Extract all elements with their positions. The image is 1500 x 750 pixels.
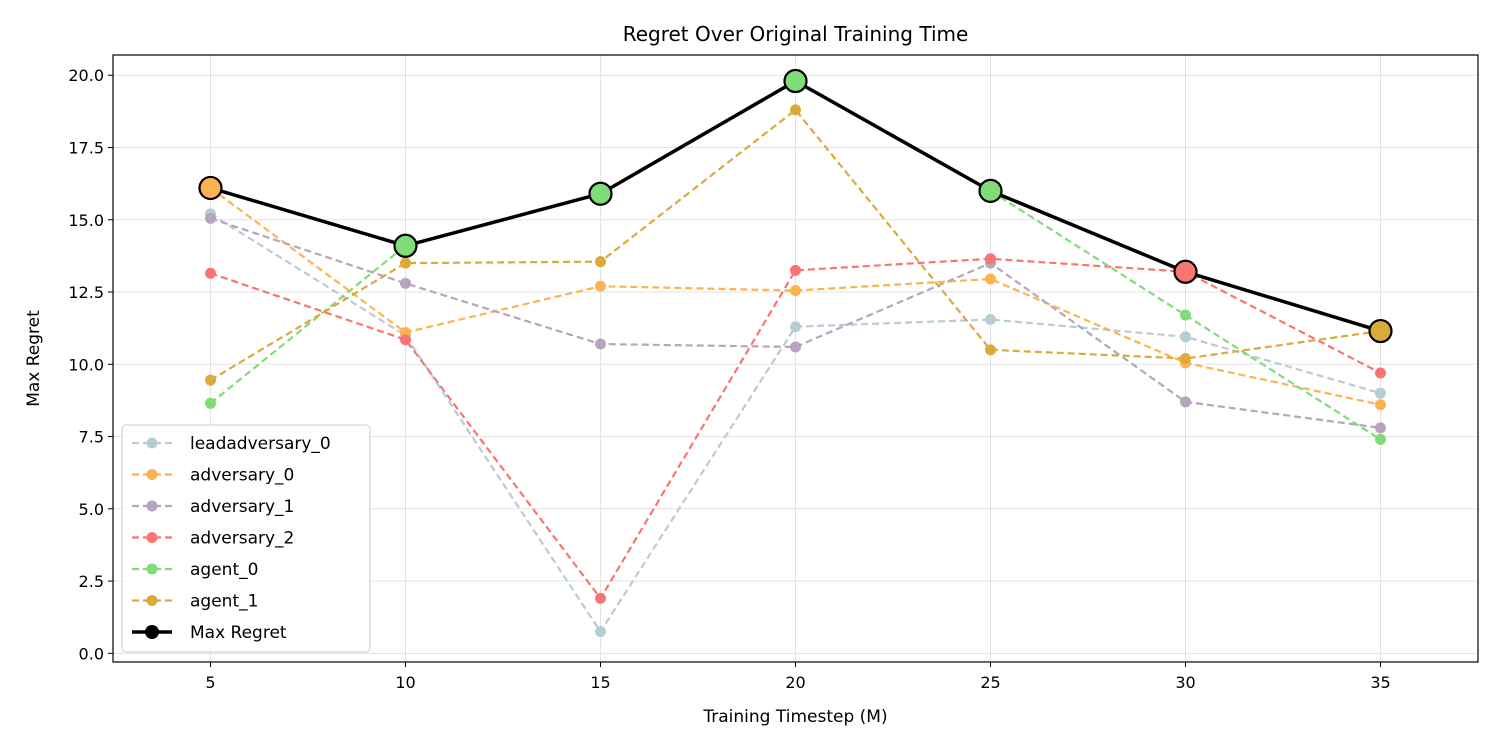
data-point xyxy=(1375,367,1386,379)
legend-marker xyxy=(146,469,158,480)
max-regret-point xyxy=(393,233,418,258)
y-tick-label: 0.0 xyxy=(79,644,104,663)
y-axis-title: Max Regret xyxy=(24,310,44,407)
ticks: 5 10 15 20 25 30 35 0.0 2.5 5.0 7.5 10.0 12.5 15.0 17.… xyxy=(68,66,1390,692)
series-adversary-1 xyxy=(205,212,1386,434)
data-point xyxy=(790,264,801,276)
data-point xyxy=(1375,422,1386,434)
legend: leadadversary_0 adversary_0 adversary_1adv… xyxy=(121,424,371,653)
x-axis-title: Training Timestep (M) xyxy=(702,707,887,727)
data-point xyxy=(595,256,606,268)
max-regret-point xyxy=(588,181,613,206)
data-point xyxy=(1375,387,1386,399)
legend-label: adversary_0 xyxy=(190,466,294,486)
legend-label: adversary_2 xyxy=(190,529,294,549)
data-point xyxy=(790,321,801,333)
max-regret-point xyxy=(783,68,808,94)
data-point xyxy=(1180,353,1191,364)
data-point xyxy=(985,313,996,325)
data-point xyxy=(205,397,216,409)
data-point xyxy=(205,212,216,224)
data-point xyxy=(400,257,411,269)
x-tick-label: 30 xyxy=(1175,673,1195,692)
legend-marker xyxy=(146,563,158,575)
series-layer xyxy=(198,68,1393,638)
x-tick-label: 20 xyxy=(785,673,805,692)
chart-title: Regret Over Original Training Time xyxy=(623,22,969,46)
max-regret-point xyxy=(1368,318,1393,344)
legend-marker xyxy=(146,595,158,606)
legend-label: adversary_1 xyxy=(190,497,294,517)
max-regret-point xyxy=(978,178,1003,203)
max-regret-point xyxy=(1173,259,1198,284)
data-point xyxy=(205,374,216,386)
y-tick-label: 5.0 xyxy=(79,500,104,519)
data-point xyxy=(400,334,411,346)
x-tick-label: 35 xyxy=(1370,673,1390,692)
data-point xyxy=(1180,331,1191,343)
data-point xyxy=(985,253,996,265)
y-tick-label: 10.0 xyxy=(68,355,104,374)
y-tick-label: 20.0 xyxy=(68,66,104,85)
legend-marker xyxy=(146,532,158,543)
data-point xyxy=(1180,309,1191,321)
x-tick-label: 15 xyxy=(590,673,610,692)
legend-label: Max Regret xyxy=(190,623,287,643)
y-tick-label: 2.5 xyxy=(79,572,104,591)
legend-marker xyxy=(146,437,158,449)
legend-box xyxy=(121,424,371,653)
max-regret-point xyxy=(198,175,223,201)
data-point xyxy=(1375,399,1386,411)
data-point xyxy=(790,104,801,116)
legend-label: agent_1 xyxy=(190,592,258,612)
data-point xyxy=(790,285,801,297)
data-point xyxy=(985,344,996,356)
data-point xyxy=(1180,396,1191,408)
data-point xyxy=(985,273,996,285)
x-tick-label: 10 xyxy=(395,673,415,692)
data-point xyxy=(595,626,606,638)
y-tick-label: 15.0 xyxy=(68,211,104,230)
legend-marker xyxy=(146,500,158,512)
y-tick-label: 17.5 xyxy=(68,138,104,157)
y-tick-label: 7.5 xyxy=(79,428,104,447)
data-point xyxy=(595,280,606,292)
x-tick-label: 25 xyxy=(980,673,1000,692)
data-point xyxy=(595,338,606,350)
legend-marker xyxy=(145,625,159,639)
series-max-regret xyxy=(198,68,1393,344)
y-tick-label: 12.5 xyxy=(68,283,104,302)
legend-label: agent_0 xyxy=(190,560,258,580)
x-tick-label: 5 xyxy=(205,673,215,692)
data-point xyxy=(790,341,801,353)
data-point xyxy=(205,267,216,279)
legend-label: leadadversary_0 xyxy=(190,434,331,454)
data-point xyxy=(595,592,606,604)
data-point xyxy=(400,277,411,289)
data-point xyxy=(1375,433,1386,445)
